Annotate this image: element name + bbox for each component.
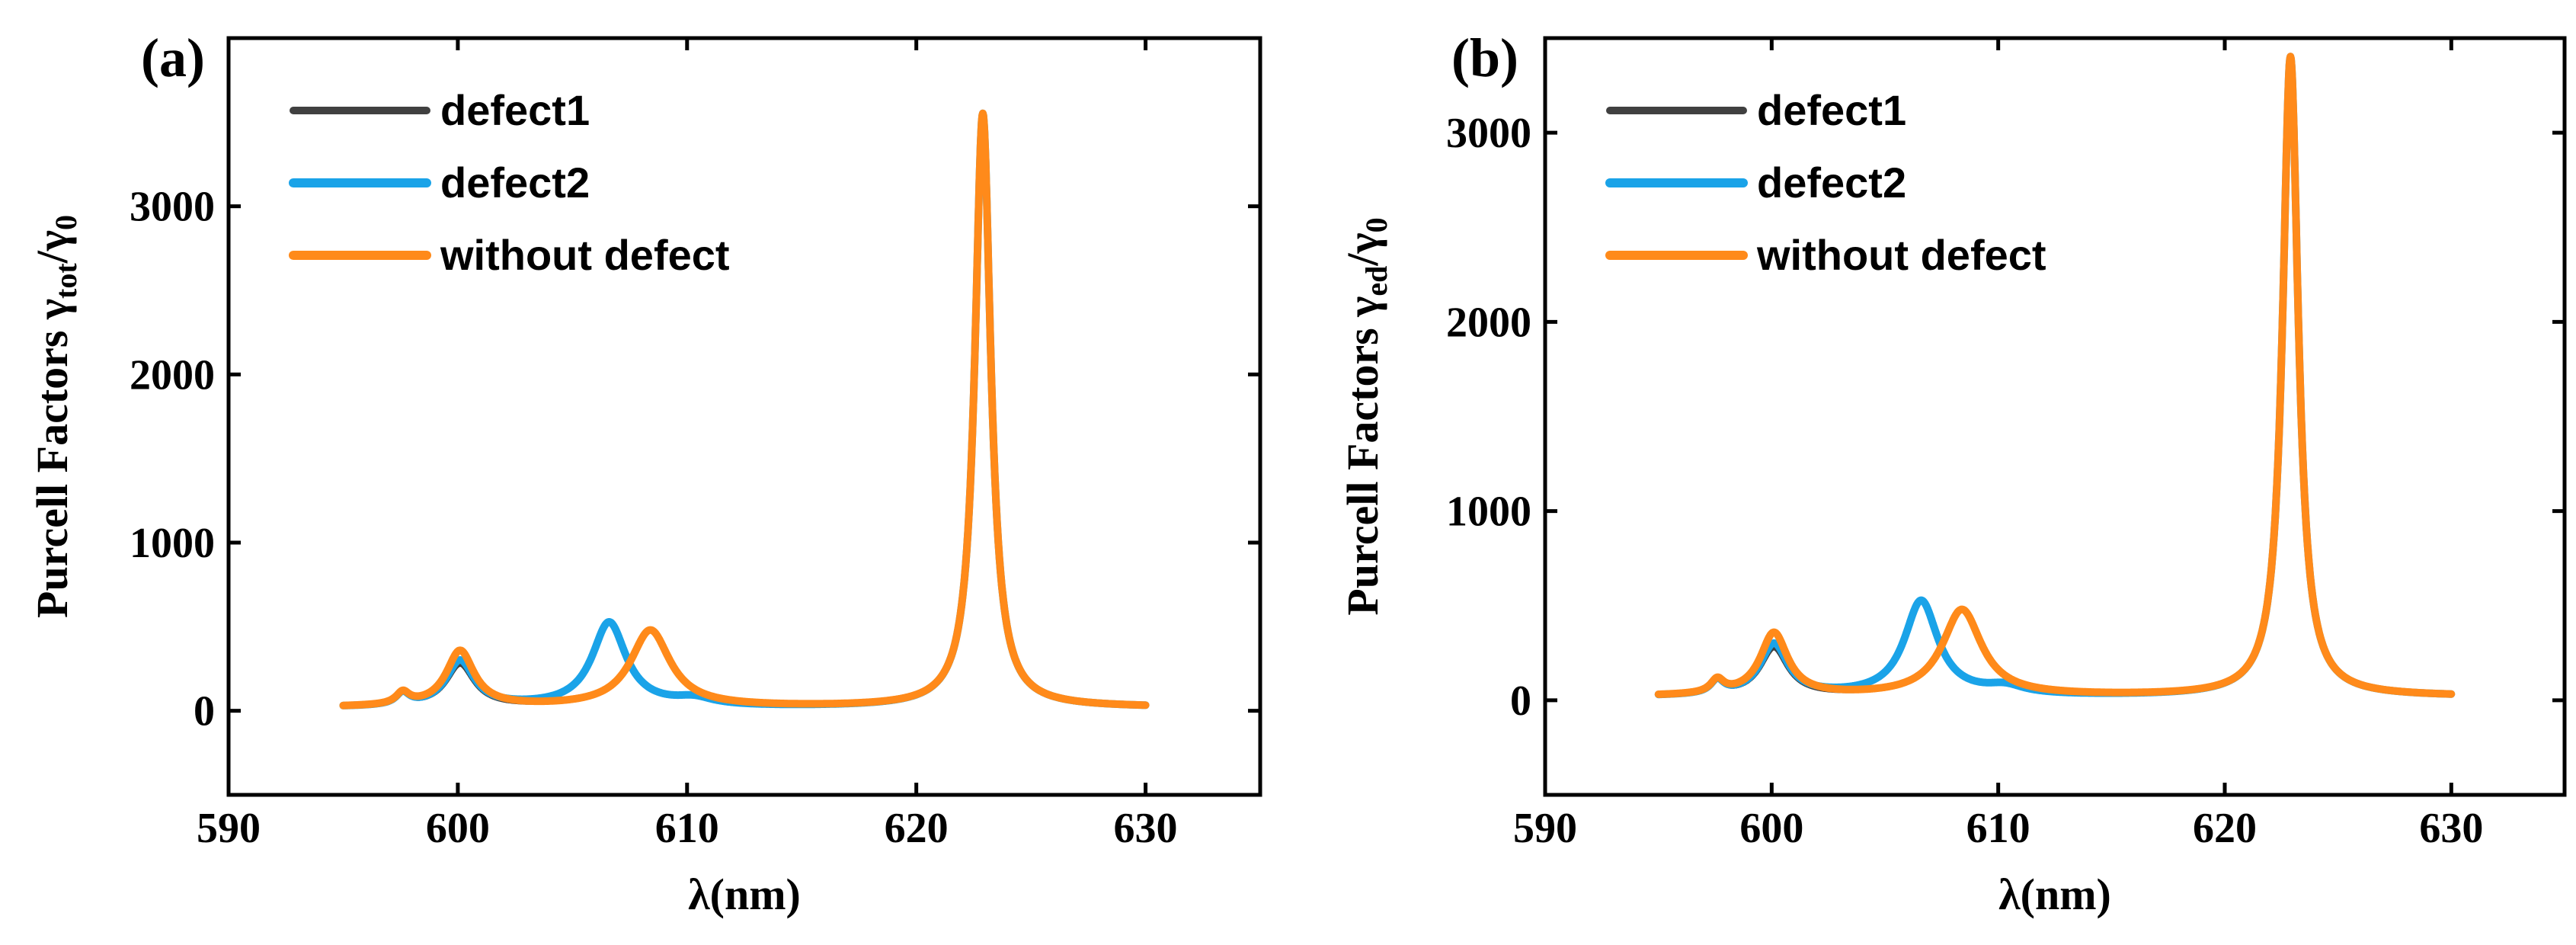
panel-label: (a) — [141, 27, 205, 88]
legend-entry: defect1 — [1757, 86, 1906, 134]
y-axis-label: Purcell Factors γtot/γ0 — [27, 215, 83, 618]
y-tick-label: 3000 — [1446, 110, 1531, 157]
x-tick-label: 630 — [2419, 805, 2483, 852]
panel-label: (b) — [1451, 27, 1518, 88]
x-tick-label: 600 — [426, 805, 490, 852]
series-line-defect2 — [1654, 53, 2456, 699]
series-line-defect1 — [1655, 53, 2455, 698]
chart-panel-a: 590 600 610 620 630 0 1000 2000 3000 λ(nm) Purcell… — [27, 27, 1262, 919]
y-tick-label: 1000 — [1446, 489, 1531, 536]
x-tick-label: 630 — [1114, 805, 1178, 852]
series-group — [1654, 53, 2456, 699]
x-tick-label: 610 — [655, 805, 719, 852]
legend-entry: defect2 — [440, 159, 590, 207]
y-tick-label: 2000 — [1446, 299, 1531, 346]
x-tick-label: 590 — [197, 805, 261, 852]
x-axis-label: λ(nm) — [1998, 870, 2111, 919]
y-axis-label: Purcell Factors γed/γ0 — [1338, 217, 1394, 615]
legend-entry: defect1 — [440, 86, 590, 134]
x-tick-label: 610 — [1966, 805, 2030, 852]
series-line-without-defect — [1654, 53, 2456, 698]
series-group — [339, 109, 1150, 710]
legend: defect1 defect2 without defect — [289, 86, 730, 279]
x-tick-label: 590 — [1513, 805, 1577, 852]
legend-entry: defect2 — [1757, 159, 1906, 207]
legend-entry: without defect — [440, 231, 730, 279]
legend: defect1 defect2 without defect — [1605, 86, 2046, 279]
plot-frame — [226, 36, 1262, 797]
x-axis-label: λ(nm) — [688, 870, 801, 919]
y-tick-label: 3000 — [130, 184, 215, 231]
y-tick-label: 2000 — [130, 351, 215, 399]
chart-panel-b: 590 600 610 620 630 0 1000 2000 3000 λ(nm) Purcell… — [1338, 27, 2567, 919]
y-tick-label: 0 — [194, 688, 215, 735]
plot-frame — [1543, 36, 2567, 797]
y-tick-label: 0 — [1510, 678, 1531, 725]
y-tick-label: 1000 — [130, 520, 215, 567]
x-tick-label: 600 — [1739, 805, 1803, 852]
x-tick-label: 620 — [885, 805, 949, 852]
legend-entry: without defect — [1756, 231, 2046, 279]
series-line-without-defect — [339, 109, 1150, 710]
x-tick-label: 620 — [2193, 805, 2257, 852]
